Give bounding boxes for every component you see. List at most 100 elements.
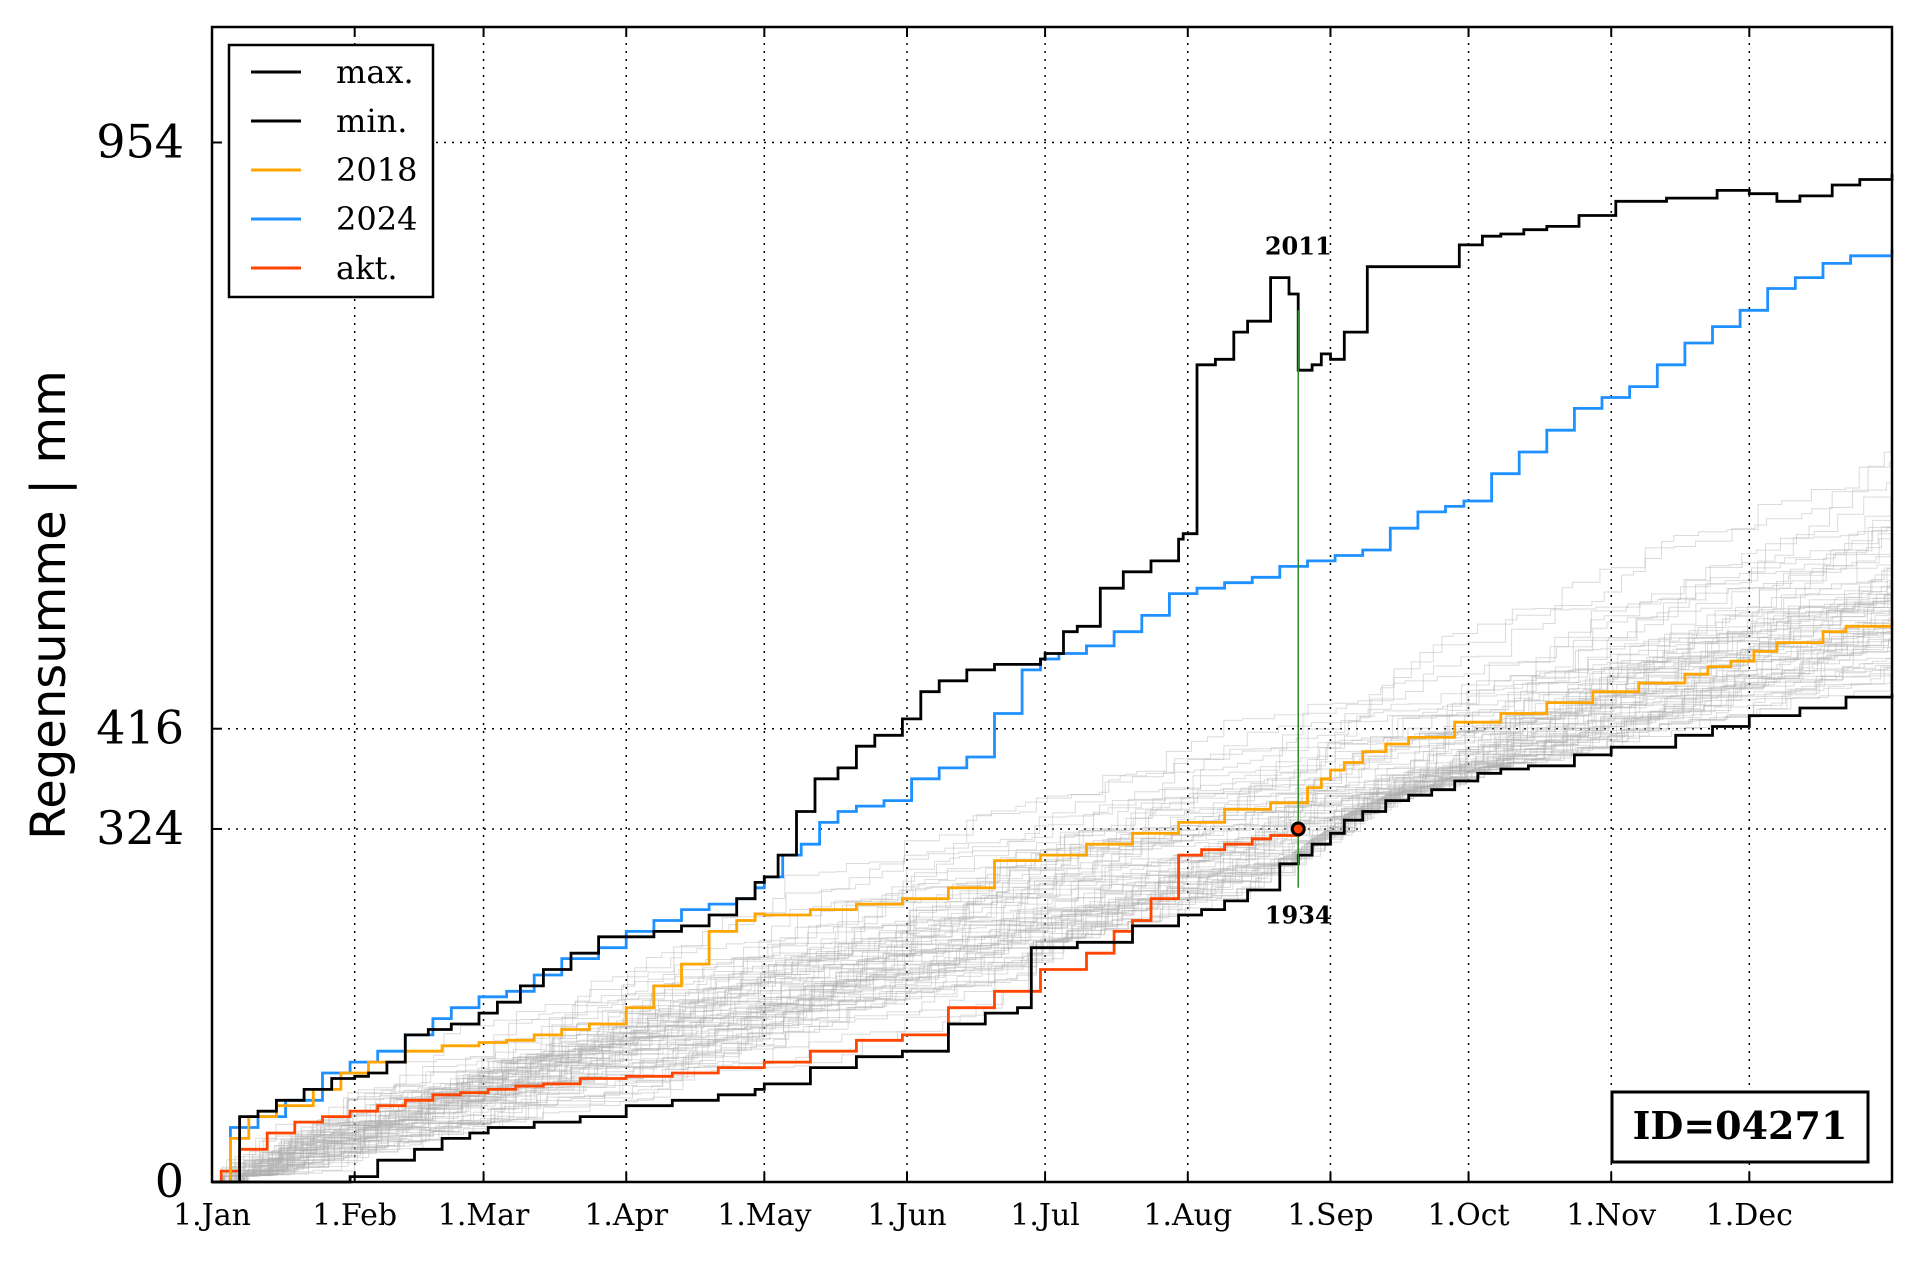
background-year-line — [212, 656, 1893, 1183]
background-year-lines — [212, 447, 1893, 1183]
x-tick-label: 1.Mar — [438, 1198, 530, 1233]
background-year-line — [212, 613, 1893, 1183]
background-year-line — [212, 606, 1893, 1183]
x-tick-label: 1.Nov — [1566, 1198, 1656, 1233]
legend-entry: 2018 — [336, 151, 417, 189]
background-year-line — [212, 528, 1893, 1183]
background-year-line — [212, 666, 1893, 1183]
background-year-line — [212, 646, 1893, 1183]
background-year-line — [212, 584, 1893, 1183]
x-tick-label: 1.Jun — [867, 1198, 946, 1233]
axes: 1.Jan 1.Feb 1.Mar 1.Apr 1.May 1.Jun 1.Jul 1.Aug… — [96, 27, 1793, 1233]
station-id-frame — [1610, 1090, 1870, 1164]
x-tick-label: 1.May — [717, 1198, 811, 1233]
y-tick-label: 416 — [96, 701, 184, 755]
background-year-line — [212, 527, 1893, 1183]
station-id-box: ID=04271 — [1610, 1090, 1870, 1164]
x-tick-label: 1.Aug — [1143, 1198, 1232, 1233]
y-tick-label: 954 — [96, 115, 184, 169]
background-year-line — [212, 632, 1893, 1183]
background-year-line — [212, 594, 1893, 1183]
background-year-line — [212, 525, 1893, 1183]
background-year-line — [212, 599, 1893, 1183]
background-year-line — [212, 638, 1893, 1183]
background-year-line — [212, 491, 1893, 1183]
legend: max. min. 2018 2024 akt. — [227, 43, 435, 299]
background-year-line — [212, 597, 1893, 1183]
x-tick-label: 1.Sep — [1287, 1198, 1373, 1233]
y-axis-label: Regensumme | mm — [21, 370, 77, 840]
background-year-line — [212, 613, 1893, 1183]
background-year-line — [212, 628, 1893, 1183]
background-year-line — [212, 604, 1893, 1183]
legend-entry: min. — [336, 102, 407, 140]
plot-frame — [210, 25, 1894, 1184]
background-year-line — [212, 669, 1893, 1183]
background-year-line — [212, 602, 1893, 1183]
x-tick-label: 1.Oct — [1428, 1198, 1510, 1233]
current-value-marker — [1290, 821, 1306, 837]
series-line-max — [212, 174, 1894, 1184]
year-annotation: 1934 — [1265, 901, 1332, 930]
background-year-line — [212, 656, 1893, 1183]
background-year-line — [212, 679, 1893, 1183]
grid — [212, 27, 1892, 1182]
y-tick-label: 0 — [155, 1154, 184, 1208]
background-year-line — [212, 566, 1893, 1183]
series-line-2018 — [212, 618, 1894, 1184]
series-line-akt — [212, 829, 1300, 1184]
series-lines — [212, 174, 1894, 1184]
background-year-line — [212, 594, 1893, 1183]
x-tick-label: 1.Dec — [1706, 1198, 1793, 1233]
background-year-line — [212, 601, 1893, 1183]
background-year-line — [212, 578, 1893, 1183]
background-year-line — [212, 618, 1893, 1183]
background-year-line — [212, 589, 1893, 1183]
background-year-line — [212, 631, 1893, 1183]
background-year-line — [212, 582, 1893, 1183]
background-year-line — [212, 621, 1893, 1183]
x-tick-label: 1.Apr — [584, 1198, 668, 1233]
background-year-line — [212, 456, 1893, 1183]
background-year-line — [212, 447, 1893, 1183]
background-year-line — [212, 561, 1893, 1183]
x-tick-label: 1.Feb — [312, 1198, 397, 1233]
background-year-line — [212, 562, 1893, 1183]
background-year-line — [212, 562, 1893, 1183]
legend-entry: max. — [336, 53, 414, 91]
background-year-line — [212, 609, 1893, 1183]
background-year-line — [212, 621, 1893, 1183]
x-tick-label: 1.Jan — [173, 1198, 251, 1233]
background-year-line — [212, 542, 1893, 1183]
annotations: 2011 1934 — [1265, 232, 1332, 930]
background-year-line — [212, 597, 1893, 1183]
background-year-line — [212, 581, 1893, 1183]
background-year-line — [212, 618, 1893, 1183]
background-year-line — [212, 638, 1893, 1183]
background-year-line — [212, 584, 1893, 1183]
background-year-line — [212, 525, 1893, 1183]
background-year-line — [212, 636, 1893, 1183]
background-year-line — [212, 537, 1893, 1183]
background-year-line — [212, 593, 1893, 1183]
background-year-line — [212, 568, 1893, 1183]
y-tick-label: 324 — [96, 801, 184, 855]
background-year-line — [212, 536, 1893, 1183]
background-year-line — [212, 510, 1893, 1183]
background-year-line — [212, 613, 1893, 1183]
background-year-line — [212, 631, 1893, 1183]
background-year-line — [212, 604, 1893, 1183]
series-line-2024 — [212, 249, 1894, 1184]
legend-entry: akt. — [336, 249, 398, 287]
background-year-line — [212, 664, 1893, 1183]
background-year-line — [212, 627, 1893, 1183]
background-year-line — [212, 648, 1893, 1183]
year-annotation: 2011 — [1265, 232, 1332, 261]
background-year-line — [212, 488, 1893, 1183]
x-tick-label: 1.Jul — [1010, 1198, 1080, 1233]
background-year-line — [212, 569, 1893, 1183]
background-year-line — [212, 580, 1893, 1183]
background-year-line — [212, 638, 1893, 1183]
station-id-label: ID=04271 — [1633, 1103, 1848, 1148]
